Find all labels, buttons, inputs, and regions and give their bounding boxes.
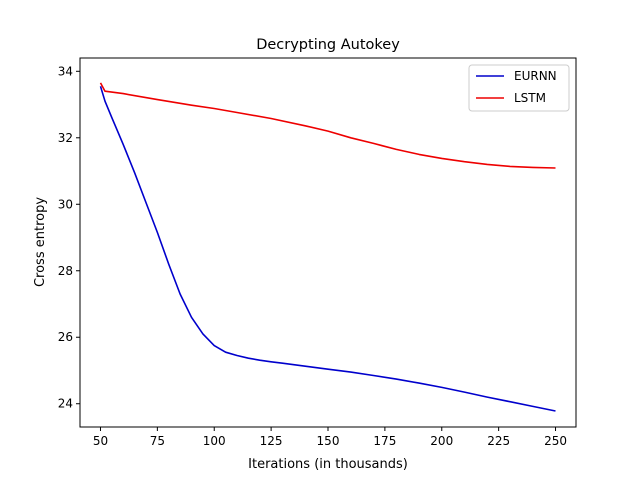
y-axis-label: Cross entropy [33,197,48,287]
legend-label-lstm: LSTM [514,91,546,105]
plot-lines [99,82,556,412]
y-tick-label: 34 [58,64,73,78]
y-tick-label: 30 [58,197,73,211]
y-tick-label: 24 [58,397,73,411]
plot-frame [79,57,577,428]
x-tick-label: 200 [430,434,453,448]
x-tick-label: 250 [544,434,567,448]
x-tick-label: 225 [487,434,510,448]
x-axis: 50 75 100 125 150 175 200 225 250 [93,427,567,448]
legend-label-eurnn: EURNN [514,69,557,83]
legend: EURNN LSTM [468,64,570,112]
x-tick-label: 50 [93,434,108,448]
x-tick-label: 150 [317,434,340,448]
y-tick-label: 28 [58,264,73,278]
series-line-eurnn [99,86,556,412]
y-tick-label: 32 [58,131,73,145]
x-tick-label: 125 [260,434,283,448]
y-axis: 24 26 28 30 32 34 [58,64,80,411]
series-line-lstm [99,82,556,169]
x-tick-label: 175 [373,434,396,448]
x-tick-label: 75 [150,434,165,448]
chart-title: Decrypting Autokey [256,37,400,53]
x-tick-label: 100 [203,434,226,448]
x-axis-label: Iterations (in thousands) [248,457,408,472]
y-tick-label: 26 [58,330,73,344]
